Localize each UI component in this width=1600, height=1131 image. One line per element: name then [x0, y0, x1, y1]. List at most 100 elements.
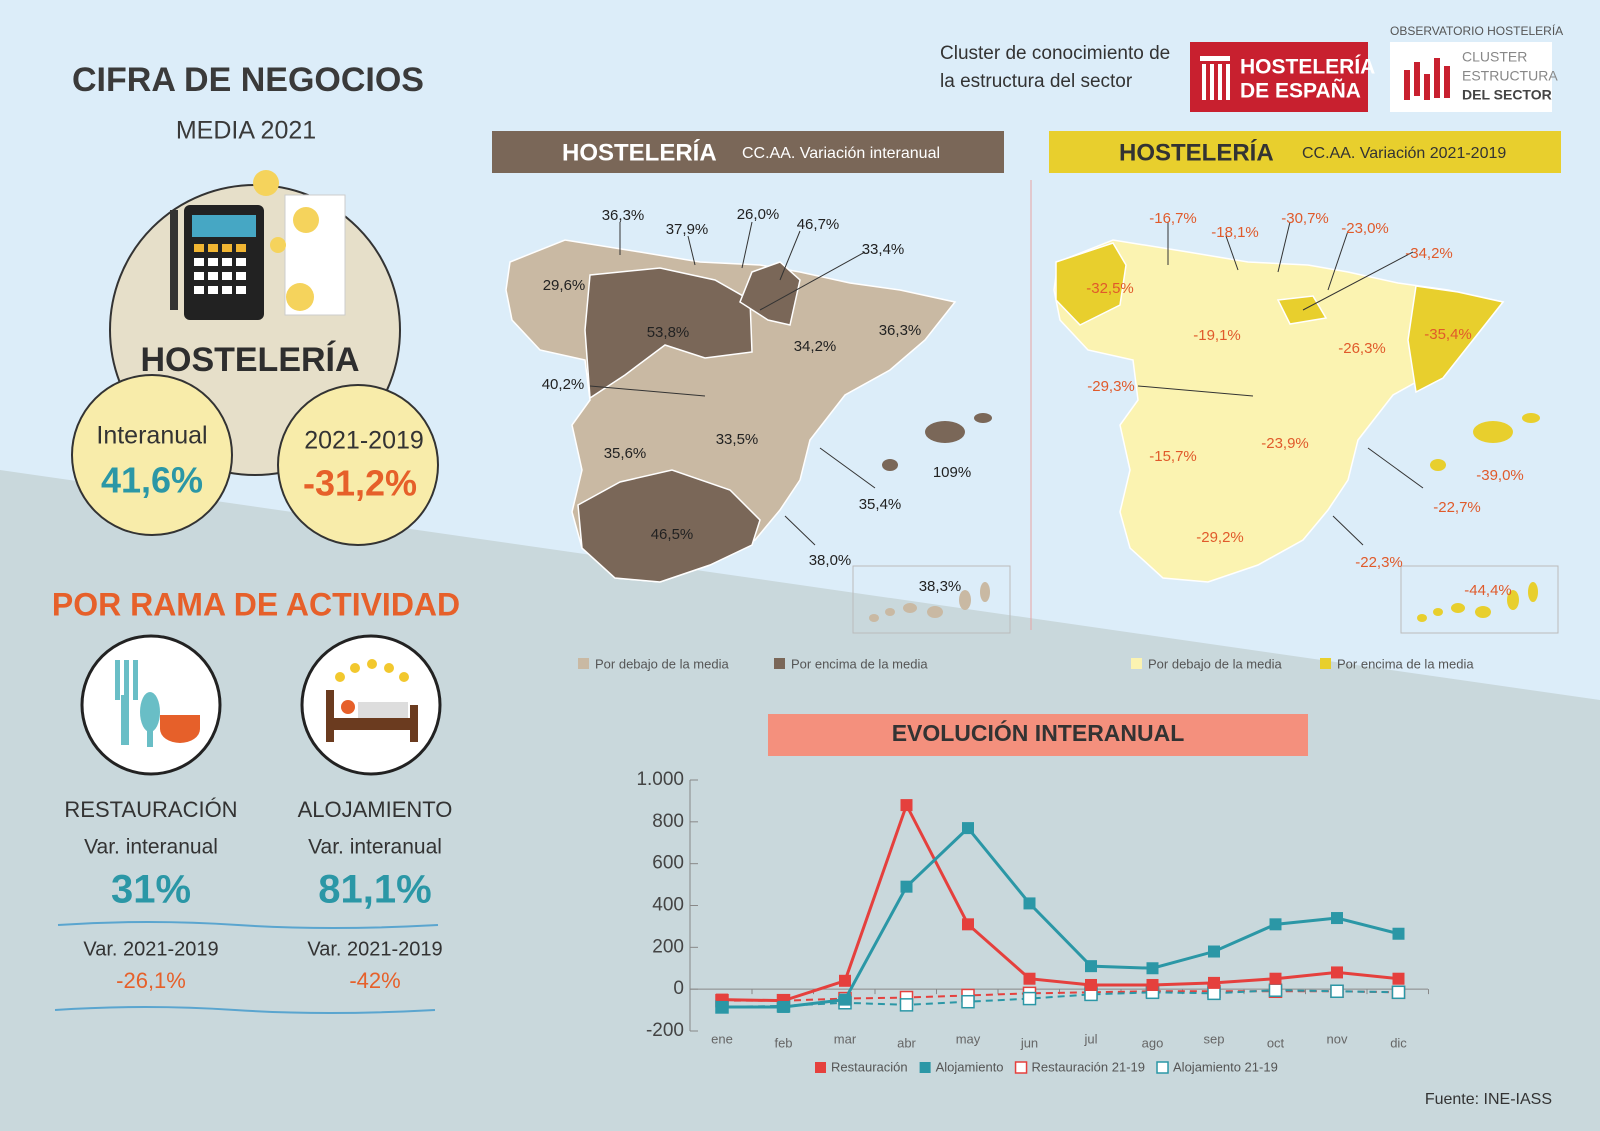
legend-swatch	[1131, 658, 1142, 669]
cup-icon	[160, 715, 200, 743]
x-tick-label: oct	[1267, 1035, 1285, 1050]
y-tick-label: -200	[646, 1020, 684, 1041]
chart-title: EVOLUCIÓN INTERANUAL	[892, 719, 1185, 746]
map-label: -32,5%	[1086, 280, 1134, 297]
legend-swatch	[774, 658, 785, 669]
x-tick-label: may	[956, 1031, 981, 1046]
series-line	[721, 989, 1399, 1008]
map-label: 26,0%	[737, 206, 780, 223]
map-label: 38,3%	[919, 578, 962, 595]
x-tick-label: sep	[1204, 1031, 1225, 1046]
legend-label: Por encima de la media	[1337, 656, 1474, 671]
kpi-circle	[277, 384, 439, 546]
map-label: -23,9%	[1261, 435, 1309, 452]
logo-caption: OBSERVATORIO HOSTELERÍA	[1390, 23, 1563, 38]
map-label: -23,0%	[1341, 220, 1389, 237]
logo-text: ESTRUCTURA	[1462, 68, 1558, 84]
legend-label: Por debajo de la media	[595, 656, 729, 671]
data-point	[1146, 962, 1159, 975]
data-point	[1331, 966, 1343, 979]
title: CIFRA DE NEGOCIOS	[72, 61, 424, 99]
map-header	[492, 131, 1004, 173]
x-tick-label: nov	[1327, 1031, 1348, 1046]
data-point	[839, 974, 851, 987]
data-point	[1085, 978, 1097, 991]
y-tick-label: 600	[652, 853, 684, 874]
map-label: -35,4%	[1424, 326, 1472, 343]
map-label: 46,7%	[797, 216, 840, 233]
map-label: 40,2%	[542, 376, 585, 393]
map	[505, 221, 1011, 634]
map-label: 34,2%	[794, 338, 837, 355]
data-point	[962, 822, 974, 835]
legend-swatch	[578, 658, 589, 669]
data-point	[1208, 945, 1220, 958]
x-tick-label: abr	[897, 1035, 916, 1050]
data-point	[1023, 972, 1036, 985]
map-label: -34,2%	[1405, 245, 1453, 262]
tagline: la estructura del sector	[940, 71, 1133, 92]
data-point	[1268, 983, 1283, 997]
map-label: 33,5%	[716, 431, 759, 448]
data-point	[1146, 978, 1159, 991]
y-tick-label: 1.000	[636, 769, 684, 790]
x-tick-label: ene	[711, 1031, 733, 1046]
legend-swatch	[919, 1062, 931, 1073]
data-point	[1085, 960, 1097, 973]
branch-value: -26,1%	[116, 968, 186, 993]
kpi-value: -31,2%	[303, 463, 417, 504]
logo-text: CLUSTER	[1462, 49, 1527, 65]
legend-swatch	[1014, 1061, 1028, 1074]
map-label: 109%	[933, 464, 971, 481]
map-label: 37,9%	[666, 221, 709, 238]
chart-header	[768, 714, 1308, 756]
map-label: -18,1%	[1211, 224, 1259, 241]
legend-label: Alojamiento	[936, 1059, 1004, 1074]
sector-label: HOSTELERÍA	[140, 341, 359, 379]
data-point	[777, 1000, 790, 1013]
subtitle: MEDIA 2021	[176, 117, 316, 145]
data-point	[1208, 976, 1220, 989]
background-band	[0, 470, 1600, 1131]
bed-icon	[326, 659, 418, 742]
data-point	[1207, 986, 1221, 1001]
calculator-icon	[170, 170, 346, 320]
branch-name: ALOJAMIENTO	[298, 797, 453, 822]
map-label: -22,3%	[1355, 554, 1403, 571]
map-title: HOSTELERÍA	[562, 138, 717, 166]
branch-label: Var. 2021-2019	[307, 938, 442, 960]
map-label: -29,2%	[1196, 529, 1244, 546]
series-line	[722, 990, 1399, 1002]
x-tick-label: mar	[834, 1031, 857, 1046]
source: Fuente: INE-IASS	[1425, 1091, 1552, 1108]
map-label: -26,3%	[1338, 340, 1386, 357]
map-label: -30,7%	[1281, 210, 1329, 227]
kpi-circle	[71, 374, 233, 536]
map-label: -16,7%	[1149, 210, 1197, 227]
map-title: HOSTELERÍA	[1119, 138, 1274, 166]
y-tick-label: 400	[652, 895, 684, 916]
map	[1053, 221, 1559, 634]
kpi-label: Interanual	[96, 422, 207, 450]
data-point	[962, 918, 974, 931]
map-label: 33,4%	[862, 241, 905, 258]
series-line	[721, 801, 1399, 1003]
branch-name: RESTAURACIÓN	[64, 797, 237, 822]
data-point	[1330, 984, 1344, 999]
map-subtitle: CC.AA. Variación 2021-2019	[1302, 145, 1506, 162]
map-label: -19,1%	[1193, 327, 1241, 344]
map-label: -15,7%	[1149, 448, 1197, 465]
map-label: 46,5%	[651, 526, 694, 543]
logo-icon	[1200, 56, 1230, 100]
y-tick-label: 0	[673, 978, 684, 999]
legend-label: Restauración	[831, 1059, 908, 1074]
legend-label: Restauración 21-19	[1032, 1059, 1145, 1074]
y-tick-label: 200	[652, 936, 684, 957]
logo-text: DEL SECTOR	[1462, 87, 1552, 103]
data-point	[900, 799, 913, 812]
x-tick-label: jun	[1020, 1035, 1038, 1050]
x-tick-label: jul	[1083, 1031, 1097, 1046]
map-label: 36,3%	[879, 322, 922, 339]
data-point	[1392, 927, 1405, 940]
